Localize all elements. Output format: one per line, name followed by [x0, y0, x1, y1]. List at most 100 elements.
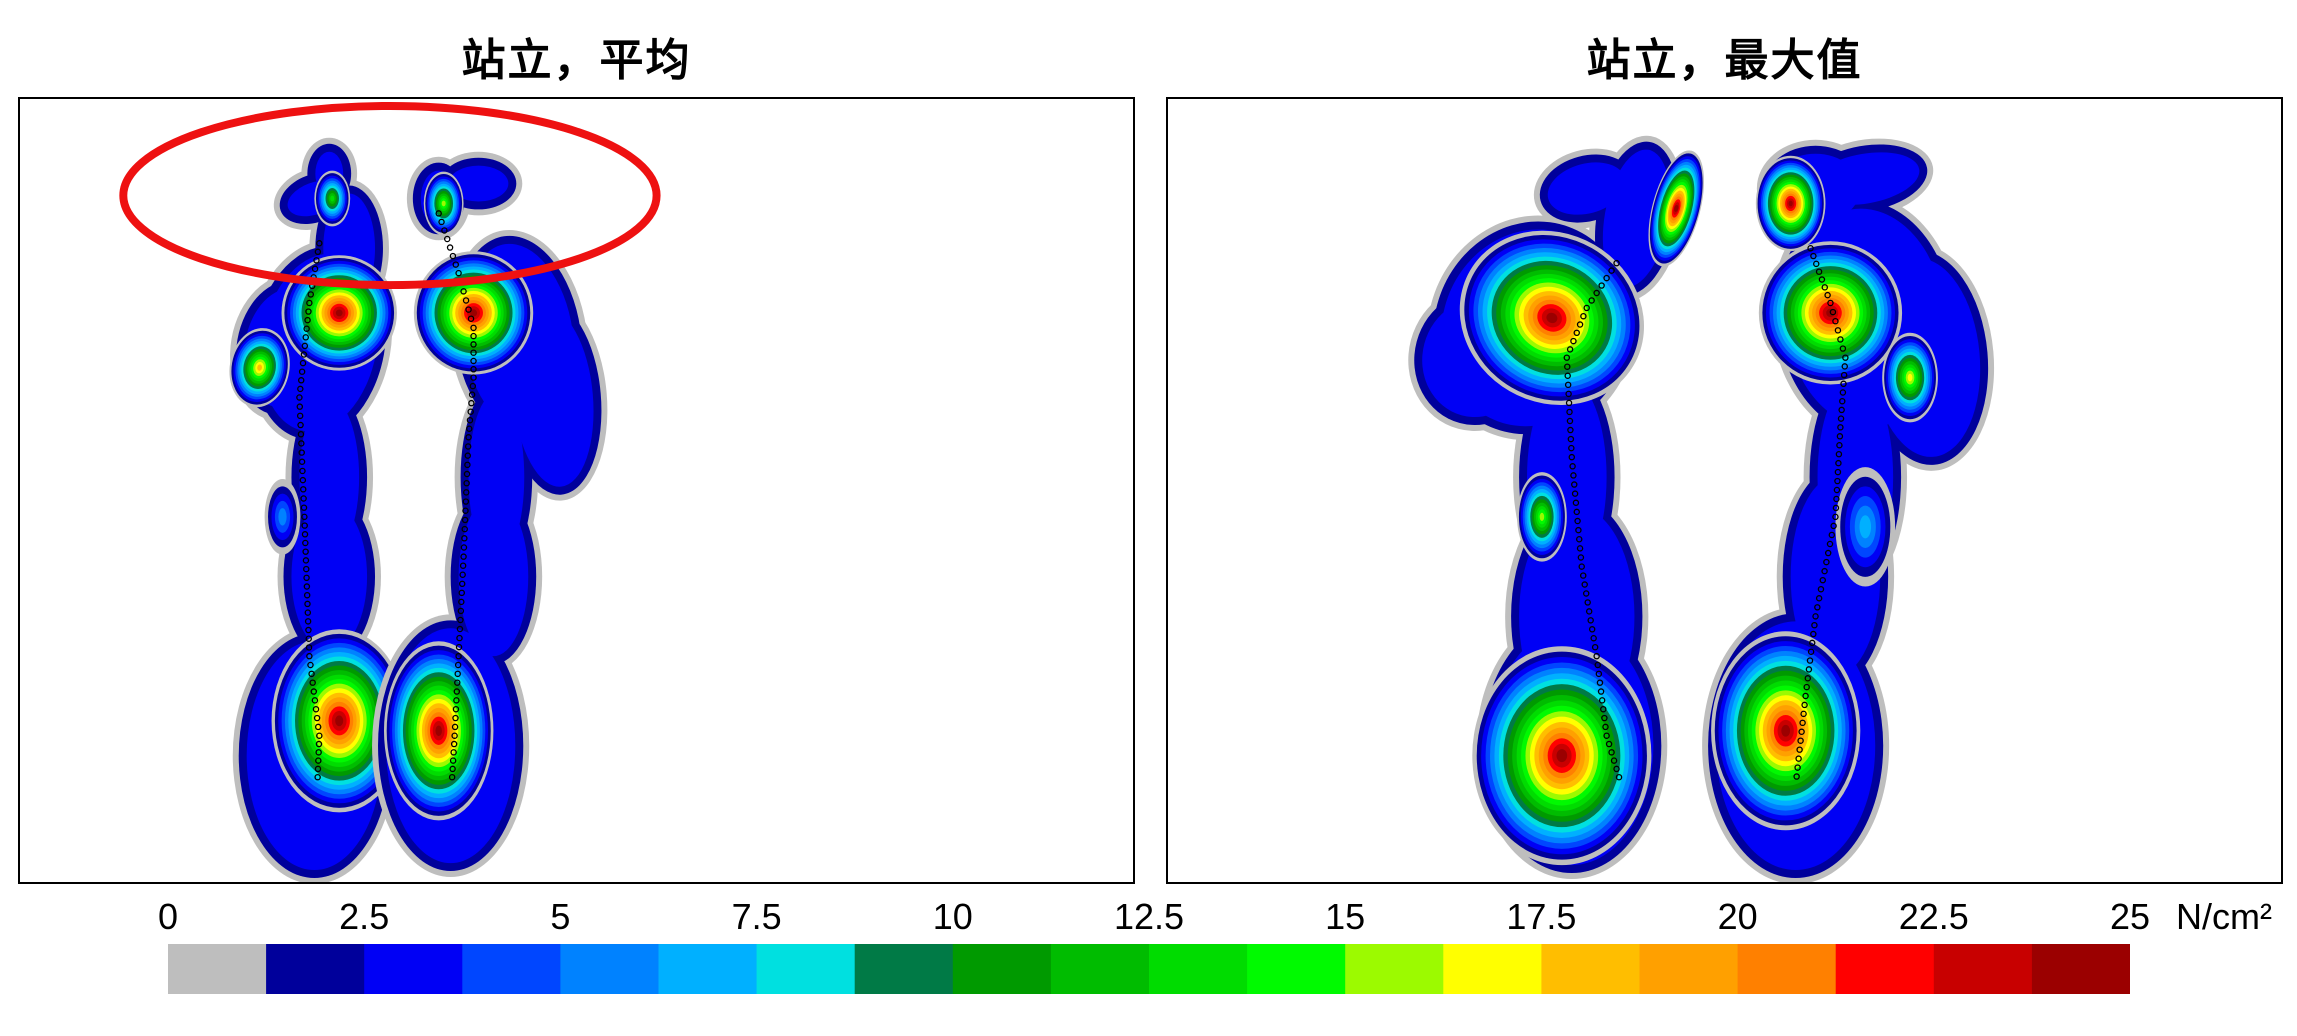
center-of-pressure-point	[1837, 336, 1844, 343]
center-of-pressure-point	[1829, 308, 1837, 316]
center-of-pressure-point	[1608, 749, 1615, 756]
center-of-pressure-point	[303, 325, 310, 332]
center-of-pressure-point	[1603, 732, 1610, 739]
center-of-pressure-point	[1824, 291, 1831, 299]
center-of-pressure-point	[1796, 746, 1803, 753]
center-of-pressure-point	[456, 625, 464, 633]
center-of-pressure-point	[470, 374, 477, 381]
center-of-pressure-point	[1584, 599, 1591, 606]
center-of-pressure-point	[1585, 608, 1593, 615]
colorbar-unit-label: N/cm²	[2176, 896, 2272, 937]
center-of-pressure-point	[1594, 661, 1601, 669]
center-of-pressure-point	[1815, 595, 1823, 602]
center-of-pressure-point	[438, 218, 445, 226]
right-foot-average-outline	[468, 392, 525, 562]
center-of-pressure-point	[1567, 435, 1575, 443]
center-of-pressure-point	[1572, 499, 1580, 507]
pressure-region	[1539, 512, 1545, 521]
center-of-pressure-point	[1598, 282, 1605, 289]
center-of-pressure-point	[311, 697, 319, 704]
colorbar-swatch	[1541, 944, 1640, 994]
center-of-pressure-point	[314, 723, 322, 731]
right-foot-average-outline	[512, 308, 594, 487]
center-of-pressure-point	[461, 525, 468, 533]
center-of-pressure-point	[1564, 363, 1571, 370]
center-of-pressure-point	[1834, 468, 1842, 476]
center-of-pressure-point	[1568, 453, 1576, 461]
center-of-pressure-point	[304, 618, 312, 625]
center-of-pressure-point	[452, 714, 459, 722]
center-of-pressure-point	[1838, 406, 1845, 414]
center-of-pressure-point	[461, 535, 468, 542]
center-of-pressure-point	[457, 616, 464, 624]
center-of-pressure-point	[1578, 563, 1585, 570]
colorbar-swatch	[1737, 944, 1837, 994]
colorbar-tick-label: 12.5	[1113, 896, 1185, 937]
center-of-pressure-point	[304, 609, 312, 616]
center-of-pressure-point	[1812, 613, 1819, 620]
center-of-pressure-point	[305, 626, 312, 634]
center-of-pressure-point	[1840, 371, 1848, 379]
heatmap-average-svg	[119, 101, 661, 882]
colorbar-tick-label: 10	[932, 896, 973, 937]
center-of-pressure-point	[1823, 558, 1830, 566]
center-of-pressure-point	[467, 408, 474, 415]
center-of-pressure-point	[469, 382, 477, 390]
center-of-pressure-point	[463, 470, 471, 478]
center-of-pressure-point	[1817, 585, 1825, 593]
center-of-pressure-point	[1587, 617, 1594, 624]
center-of-pressure-point	[305, 308, 312, 315]
colorbar-tick-label: 20	[1717, 896, 1758, 937]
center-of-pressure-point	[1608, 267, 1615, 274]
center-of-pressure-point	[1564, 381, 1572, 389]
center-of-pressure-point	[1597, 688, 1605, 695]
center-of-pressure-point	[1583, 304, 1590, 312]
center-of-pressure-point	[306, 652, 313, 660]
center-of-pressure-point	[1798, 728, 1805, 736]
center-of-pressure-point	[1574, 517, 1581, 525]
center-of-pressure-point	[454, 661, 462, 669]
center-of-pressure-point	[465, 306, 472, 313]
colorbar-swatch	[1933, 944, 2033, 994]
center-of-pressure-point	[452, 705, 460, 713]
center-of-pressure-point	[460, 544, 468, 551]
pressure-region	[1859, 515, 1872, 539]
colorbar-tick-label: 22.5	[1898, 896, 1969, 937]
colorbar-swatch	[854, 944, 954, 994]
center-of-pressure-point	[1832, 317, 1839, 325]
center-of-pressure-point	[1565, 390, 1572, 398]
center-of-pressure-point	[305, 644, 313, 651]
center-of-pressure-point	[1573, 329, 1580, 337]
heatmap-maximum-svg	[1408, 135, 1995, 882]
center-of-pressure-point	[1573, 508, 1580, 516]
center-of-pressure-point	[1593, 289, 1600, 297]
center-of-pressure-point	[1605, 740, 1613, 748]
center-of-pressure-point	[298, 440, 305, 447]
heatmap-panel-average	[18, 97, 1135, 884]
pressure-region	[330, 195, 335, 202]
center-of-pressure-point	[465, 434, 472, 441]
center-of-pressure-point	[1828, 531, 1836, 539]
center-of-pressure-point	[1588, 626, 1596, 633]
center-of-pressure-point	[454, 670, 461, 678]
center-of-pressure-point	[314, 248, 322, 256]
center-of-pressure-point	[1613, 259, 1620, 267]
center-of-pressure-point	[1833, 495, 1840, 503]
center-of-pressure-point	[1833, 486, 1841, 494]
center-of-pressure-point	[301, 531, 309, 538]
center-of-pressure-point	[1593, 652, 1600, 660]
colorbar-swatch	[560, 944, 659, 994]
center-of-pressure-point	[1818, 276, 1826, 283]
center-of-pressure-point	[470, 357, 477, 365]
center-of-pressure-point	[463, 479, 470, 487]
center-of-pressure-point	[300, 486, 307, 493]
center-of-pressure-point	[464, 452, 472, 459]
center-of-pressure-point	[451, 723, 459, 731]
center-of-pressure-point	[305, 635, 312, 642]
center-of-pressure-point	[470, 324, 477, 332]
pressure-region	[1907, 373, 1913, 382]
center-of-pressure-point	[311, 265, 319, 273]
center-of-pressure-point	[1836, 433, 1844, 440]
colorbar-swatch	[1149, 944, 1248, 994]
pressure-region	[257, 364, 263, 371]
